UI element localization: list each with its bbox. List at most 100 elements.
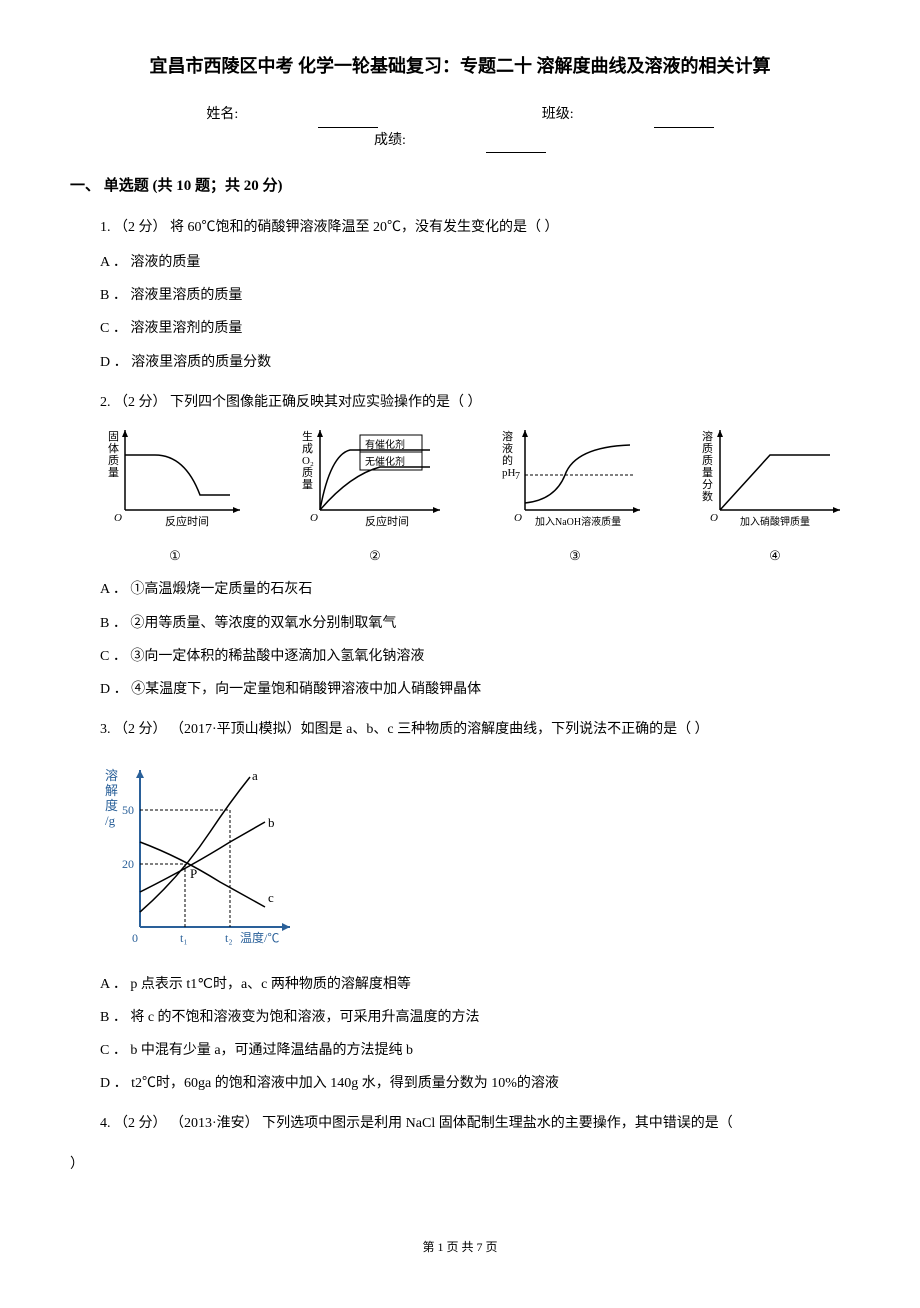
q4-text-end: ） (70, 1152, 850, 1177)
q4-text: 4. （2 分） （2013·淮安） 下列选项中图示是利用 NaCl 固体配制生… (100, 1111, 850, 1136)
graph-1: 固 体 质 量 O 反应时间 ① (100, 425, 250, 568)
g4-ylabel-6: 数 (702, 490, 713, 503)
q3-xtick2: t₂ (225, 931, 233, 945)
q3-label-c: c (268, 890, 274, 905)
graph-3: 溶 液 的 pH 7 O 加入NaOH溶液质量 ③ (500, 425, 650, 568)
g2-ylabel-2: 成 (302, 442, 313, 455)
name-field: 姓名: (166, 102, 418, 127)
g1-ylabel-2: 体 (108, 441, 119, 455)
g3-ylabel-1: 溶 (502, 429, 513, 443)
q1-text: 1. （2 分） 将 60℃饱和的硝酸钾溶液降温至 20℃，没有发生变化的是（ … (100, 215, 850, 240)
graph1-label: ① (100, 544, 250, 567)
g2-yarrow (317, 430, 323, 437)
graph-4: 溶 质 质 量 分 数 O 加入硝酸钾质量 ④ (700, 425, 850, 568)
q3-option-b: B ． 将 c 的不饱和溶液变为饱和溶液，可采用升高温度的方法 (100, 1005, 850, 1030)
graph3-svg: 溶 液 的 pH 7 O 加入NaOH溶液质量 (500, 425, 650, 535)
q3-chart: 溶 解 度 /g 50 20 a b c P 0 t₁ t₂ 温度/℃ (100, 762, 300, 952)
score-blank (486, 137, 546, 153)
g1-ylabel-3: 质 (108, 454, 119, 467)
g1-xarrow (233, 507, 240, 513)
q1-option-d: D ． 溶液里溶质的质量分数 (100, 350, 850, 375)
q3-text: 3. （2 分） （2017·平顶山模拟）如图是 a、b、c 三种物质的溶解度曲… (100, 717, 850, 742)
q3-option-a: A ． p 点表示 t1℃时，a、c 两种物质的溶解度相等 (100, 972, 850, 997)
q1-option-b: B ． 溶液里溶质的质量 (100, 283, 850, 308)
g2-ylabel-1: 生 (302, 429, 313, 443)
q3-ylabel-4: /g (105, 813, 116, 828)
q3-label-p: P (190, 866, 197, 881)
q2-option-d: D ． ④某温度下，向一定量饱和硝酸钾溶液中加人硝酸钾晶体 (100, 677, 850, 702)
q3-ytick1: 50 (122, 803, 134, 817)
graph2-svg: 生 成 O₂ 质 量 有催化剂 无催化剂 O 反应时间 (300, 425, 450, 535)
g4-ylabel-3: 质 (702, 454, 713, 467)
g1-origin: O (114, 512, 122, 524)
g2-ylabel-4: 质 (302, 466, 313, 479)
g3-xlabel: 加入NaOH溶液质量 (535, 515, 621, 528)
g1-xlabel: 反应时间 (165, 514, 209, 528)
class-field: 班级: (502, 102, 754, 127)
q3-option-d: D ． t2℃时，60ga 的饱和溶液中加入 140g 水，得到质量分数为 10… (100, 1071, 850, 1096)
graph1-svg: 固 体 质 量 O 反应时间 (100, 425, 250, 535)
graph-row: 固 体 质 量 O 反应时间 ① 生 成 O₂ 质 量 (100, 425, 850, 568)
score-label: 成绩: (374, 128, 406, 153)
q3-ylabel-1: 溶 (105, 768, 118, 783)
q2-option-a: A ． ①高温煅烧一定质量的石灰石 (100, 577, 850, 602)
q3-label-a: a (252, 768, 258, 783)
g4-ylabel-1: 溶 (702, 429, 713, 443)
g1-ylabel-4: 量 (108, 466, 119, 479)
g2-curve2 (320, 467, 430, 510)
graph-2: 生 成 O₂ 质 量 有催化剂 无催化剂 O 反应时间 ② (300, 425, 450, 568)
q1-option-c: C ． 溶液里溶剂的质量 (100, 316, 850, 341)
graph2-label: ② (300, 544, 450, 567)
q2-option-c: C ． ③向一定体积的稀盐酸中逐滴加入氢氧化钠溶液 (100, 644, 850, 669)
q1-option-a: A ． 溶液的质量 (100, 250, 850, 275)
q3-curve-a (140, 777, 250, 912)
name-blank (318, 112, 378, 128)
question-2: 2. （2 分） 下列四个图像能正确反映其对应实验操作的是（ ） 固 体 质 量… (70, 390, 850, 703)
g2-xlabel: 反应时间 (365, 514, 409, 528)
name-label: 姓名: (206, 102, 238, 127)
question-4: 4. （2 分） （2013·淮安） 下列选项中图示是利用 NaCl 固体配制生… (70, 1111, 850, 1136)
section-header: 一、 单选题 (共 10 题；共 20 分) (70, 173, 850, 200)
question-3: 3. （2 分） （2017·平顶山模拟）如图是 a、b、c 三种物质的溶解度曲… (70, 717, 850, 1096)
g4-origin: O (710, 512, 718, 524)
graph3-label: ③ (500, 544, 650, 567)
graph4-label: ④ (700, 544, 850, 567)
g3-xarrow (633, 507, 640, 513)
g4-curve (720, 455, 830, 510)
g4-xlabel: 加入硝酸钾质量 (740, 515, 810, 528)
g2-legend2: 无催化剂 (365, 455, 405, 468)
q2-option-b: B ． ②用等质量、等浓度的双氧水分别制取氧气 (100, 611, 850, 636)
graph4-svg: 溶 质 质 量 分 数 O 加入硝酸钾质量 (700, 425, 850, 535)
g2-xarrow (433, 507, 440, 513)
q3-origin: 0 (132, 931, 138, 945)
g4-yarrow (717, 430, 723, 437)
g3-curve (525, 445, 630, 503)
page-footer: 第 1 页 共 7 页 (70, 1237, 850, 1259)
q3-label-b: b (268, 815, 275, 830)
g3-yarrow (522, 430, 528, 437)
class-blank (654, 112, 714, 128)
page-title: 宜昌市西陵区中考 化学一轮基础复习：专题二十 溶解度曲线及溶液的相关计算 (70, 50, 850, 82)
q3-xlabel: 温度/℃ (240, 930, 279, 945)
g1-yarrow (122, 430, 128, 437)
question-1: 1. （2 分） 将 60℃饱和的硝酸钾溶液降温至 20℃，没有发生变化的是（ … (70, 215, 850, 375)
g2-ylabel-3: O₂ (302, 455, 314, 467)
q3-curve-b (140, 822, 265, 892)
q3-option-c: C ． b 中混有少量 a，可通过降温结晶的方法提纯 b (100, 1038, 850, 1063)
g3-origin: O (514, 512, 522, 524)
class-label: 班级: (542, 102, 574, 127)
q3-xtick1: t₁ (180, 931, 188, 945)
q3-ytick2: 20 (122, 857, 134, 871)
q3-xarrow (282, 923, 290, 931)
g1-curve (125, 455, 230, 495)
g2-ylabel-5: 量 (302, 478, 313, 491)
g4-xarrow (833, 507, 840, 513)
q3-ylabel-3: 度 (105, 798, 118, 813)
q2-text: 2. （2 分） 下列四个图像能正确反映其对应实验操作的是（ ） (100, 390, 850, 415)
g1-ylabel-1: 固 (108, 430, 119, 443)
q3-yarrow (136, 770, 144, 778)
score-field: 成绩: (334, 128, 586, 153)
g2-legend1: 有催化剂 (365, 438, 405, 451)
g3-ylabel-4: pH (502, 467, 516, 479)
g4-ylabel-4: 量 (702, 466, 713, 479)
